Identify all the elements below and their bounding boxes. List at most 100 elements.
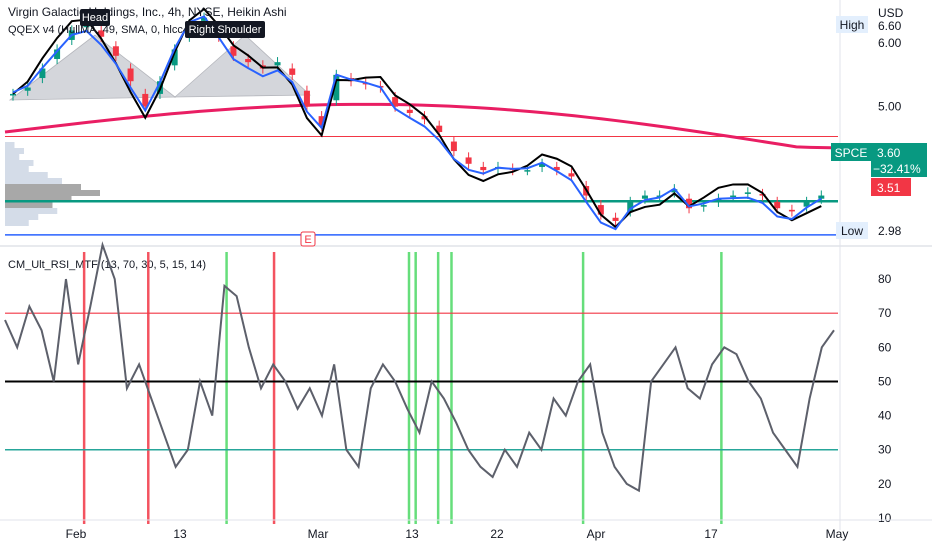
high-label: High [836, 16, 868, 33]
candle-body [24, 87, 31, 91]
candle-body [480, 166, 487, 171]
candle-body [553, 166, 560, 171]
head-shoulders-pattern-right [173, 34, 312, 98]
candle-body [715, 198, 722, 202]
change-percent: −32.41% [873, 162, 921, 176]
low-label: Low [836, 222, 868, 239]
time-axis-tick: Feb [66, 527, 87, 541]
candle-body [774, 201, 781, 209]
time-axis-tick: Apr [587, 527, 606, 541]
volume-profile-bar [5, 148, 24, 154]
rsi-axis-tick: 50 [878, 374, 892, 388]
candle-body [171, 49, 178, 66]
rsi-axis-tick: 40 [878, 409, 892, 423]
svg-text:3.51: 3.51 [877, 181, 901, 195]
time-axis-tick: 22 [490, 527, 504, 541]
candle-body [759, 193, 766, 196]
price-axis-tick: 6.00 [878, 36, 902, 50]
candle-body [818, 195, 825, 199]
candle-body [230, 46, 237, 56]
volume-profile-bar [5, 220, 29, 226]
candle-body [245, 58, 252, 63]
svg-text:Low: Low [841, 224, 863, 238]
head-shoulders-pattern-left [8, 34, 177, 101]
volume-profile-bar [5, 196, 72, 202]
candle-body [127, 68, 134, 82]
candle-body [274, 62, 281, 66]
low-value: 2.98 [878, 224, 902, 238]
svg-text:Right Shoulder: Right Shoulder [189, 24, 262, 36]
earnings-event-marker[interactable]: E [300, 231, 316, 247]
candle-body [333, 74, 340, 101]
candle-body [700, 205, 707, 207]
time-axis-tick: Mar [308, 527, 329, 541]
volume-profile-bar [5, 208, 58, 214]
volume-profile-bar [5, 214, 39, 220]
moving-average-line [4, 102, 839, 150]
candle-body [436, 125, 443, 133]
candle-body [730, 195, 737, 198]
volume-profile-bar [5, 184, 81, 190]
volume-profile-bar [5, 202, 53, 208]
time-axis-tick: May [826, 527, 849, 541]
volume-profile-bar [5, 190, 100, 196]
candle-body [671, 189, 678, 193]
rsi-axis-tick: 60 [878, 340, 892, 354]
chart-title: Virgin Galactic Holdings, Inc., 4h, NYSE… [8, 5, 287, 19]
rsi-line [4, 241, 835, 493]
candle-body [788, 209, 795, 212]
volume-profile-bar [5, 160, 34, 166]
candle-body [54, 49, 61, 59]
candle-body [641, 195, 648, 199]
candle-body [39, 68, 46, 79]
high-value: 6.60 [878, 19, 902, 33]
qqex-fast-line [12, 15, 822, 231]
volume-profile-bar [5, 142, 15, 148]
candle-body [686, 198, 693, 209]
candle-body [303, 90, 310, 107]
candle-body [568, 173, 575, 177]
svg-text:Head: Head [82, 12, 108, 24]
rsi-axis-tick: 30 [878, 443, 892, 457]
rsi-signals [82, 252, 723, 524]
svg-text:High: High [840, 18, 865, 32]
candle-body [465, 157, 472, 164]
candle-body [406, 109, 413, 113]
candle-body [803, 201, 810, 207]
volume-profile-bar [5, 178, 62, 184]
svg-text:E: E [304, 234, 311, 246]
pattern-label-head: Head [80, 9, 110, 26]
time-axis-tick: 13 [173, 527, 187, 541]
rsi-axis-tick: 20 [878, 477, 892, 491]
volume-profile [5, 142, 100, 226]
rsi-title: CM_Ult_RSI_MTF (13, 70, 30, 5, 15, 14) [8, 259, 206, 271]
rsi-axis-tick: 70 [878, 306, 892, 320]
volume-profile-bar [5, 154, 20, 160]
candle-body [289, 68, 296, 75]
candle-body [112, 46, 119, 56]
candle-body [744, 192, 751, 194]
candles [10, 12, 825, 227]
svg-text:SPCE: SPCE [835, 146, 868, 160]
time-axis-tick: 13 [405, 527, 419, 541]
rsi-axis-tick: 10 [878, 511, 892, 525]
candle-body [201, 17, 208, 21]
symbol-price-badge: SPCE 3.60 −32.41% [831, 143, 927, 177]
candle-body [98, 30, 105, 37]
indicator-legend: QQEX v4 (HullMA, 49, SMA, 0, hlcc4) [8, 24, 193, 36]
candle-body [597, 205, 604, 215]
rsi-axis-tick: 80 [878, 272, 892, 286]
candle-body [142, 93, 149, 107]
volume-profile-bar [5, 172, 48, 178]
candle-body [539, 163, 546, 167]
candle-body [392, 97, 399, 107]
candle-body [10, 93, 16, 96]
candle-body [524, 170, 531, 172]
candle-body [421, 116, 428, 120]
pattern-label-right-shoulder: Right Shoulder [185, 21, 265, 38]
time-axis-tick: 17 [704, 527, 718, 541]
marker-price-badge: 3.51 [871, 178, 911, 196]
candle-body [612, 217, 619, 221]
candle-body [627, 201, 634, 212]
